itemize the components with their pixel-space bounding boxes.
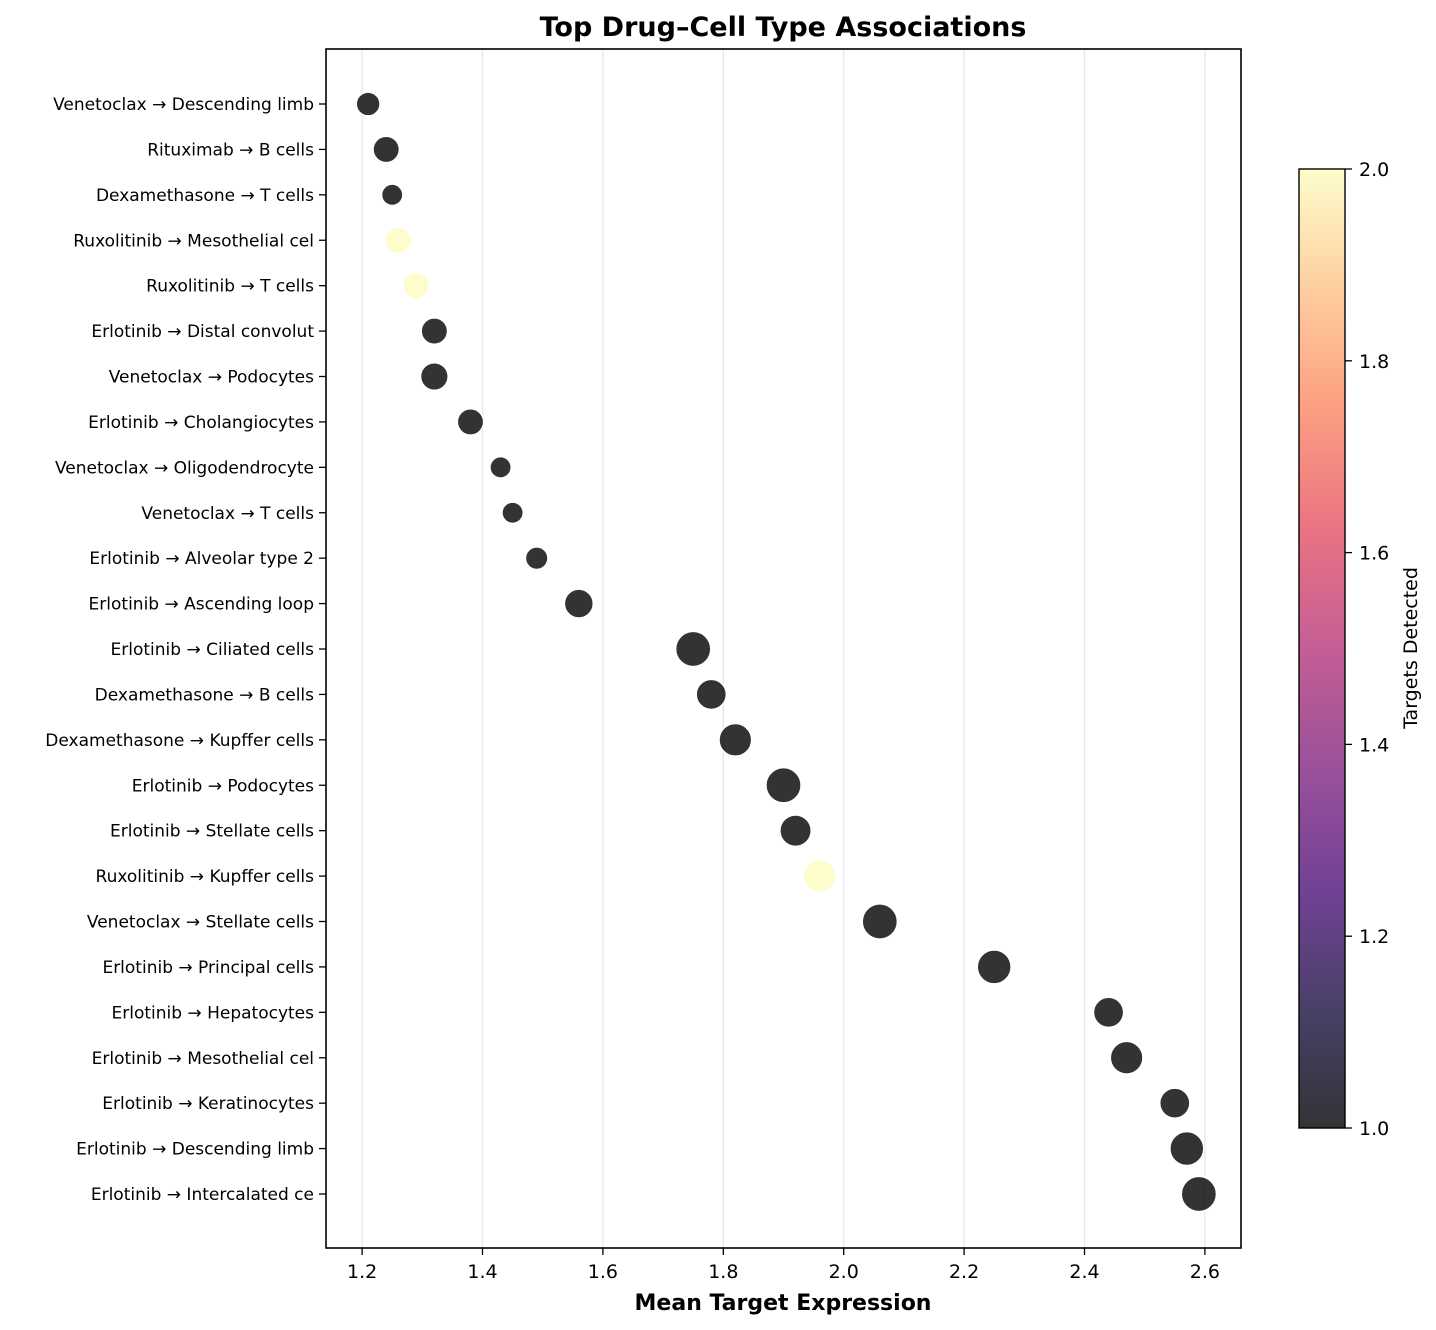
x-tick-label: 1.4 bbox=[467, 1261, 497, 1283]
y-tick-label: Rituximab → B cells bbox=[147, 140, 314, 160]
y-tick-label: Erlotinib → Hepatocytes bbox=[112, 1003, 315, 1023]
gridlines bbox=[361, 49, 1206, 1248]
colorbar-tick-label: 1.8 bbox=[1359, 351, 1389, 373]
x-tick-label: 1.8 bbox=[708, 1261, 738, 1283]
colorbar-tick-label: 1.2 bbox=[1359, 926, 1389, 948]
y-tick-label: Erlotinib → Alveolar type 2 bbox=[89, 549, 314, 569]
data-point bbox=[372, 135, 401, 164]
y-tick-label: Erlotinib → Podocytes bbox=[132, 776, 314, 796]
data-point bbox=[718, 722, 753, 758]
x-axis-ticks: 1.2 1.4 1.6 1.8 2.0 2.2 2.4 2.6 bbox=[347, 1248, 1220, 1283]
colorbar-fill bbox=[1299, 169, 1345, 1128]
y-tick-label: Ruxolitinib → Kupffer cells bbox=[96, 867, 315, 887]
y-tick-label: Erlotinib → Ascending loop bbox=[89, 595, 314, 615]
colorbar-tick-label: 2.0 bbox=[1359, 159, 1389, 181]
x-tick-label: 1.2 bbox=[347, 1261, 377, 1283]
data-point bbox=[976, 949, 1013, 985]
x-tick-label: 2.2 bbox=[949, 1261, 979, 1283]
data-point bbox=[420, 317, 449, 346]
y-tick-label: Venetoclax → Podocytes bbox=[109, 368, 314, 388]
y-tick-label: Ruxolitinib → Mesothelial cel bbox=[73, 231, 314, 251]
chart-title: Top Drug–Cell Type Associations bbox=[540, 12, 1027, 43]
y-tick-label: Dexamethasone → Kupffer cells bbox=[45, 731, 314, 751]
data-point bbox=[674, 630, 712, 668]
x-tick-label: 2.6 bbox=[1190, 1261, 1220, 1283]
data-points bbox=[355, 91, 1218, 1213]
data-point bbox=[384, 226, 413, 255]
data-point bbox=[380, 183, 404, 207]
data-point bbox=[861, 903, 899, 940]
data-point bbox=[419, 361, 450, 392]
data-point bbox=[402, 271, 431, 300]
colorbar-frame bbox=[1298, 168, 1346, 1129]
colorbar-ticks: 1.0 1.2 1.4 1.6 1.8 2.0 bbox=[1345, 159, 1389, 1140]
colorbar-tick-label: 1.4 bbox=[1359, 734, 1389, 756]
y-tick-label: Erlotinib → Stellate cells bbox=[110, 822, 314, 842]
y-tick-label: Dexamethasone → B cells bbox=[95, 685, 314, 705]
y-tick-label: Erlotinib → Ciliated cells bbox=[111, 640, 315, 660]
y-tick-label: Erlotinib → Distal convolut bbox=[91, 322, 314, 342]
y-tick-label: Erlotinib → Principal cells bbox=[102, 958, 314, 978]
data-point bbox=[1169, 1130, 1205, 1167]
x-tick-label: 2.4 bbox=[1069, 1261, 1099, 1283]
y-axis-ticks: Venetoclax → Descending limb Rituximab → … bbox=[45, 95, 326, 1205]
colorbar-tick-label: 1.0 bbox=[1359, 1118, 1389, 1140]
data-point bbox=[765, 766, 802, 804]
data-point bbox=[456, 407, 485, 436]
y-tick-label: Ruxolitinib → T cells bbox=[146, 277, 314, 297]
y-tick-label: Venetoclax → Stellate cells bbox=[87, 913, 314, 933]
y-tick-label: Erlotinib → Cholangiocytes bbox=[88, 413, 314, 433]
data-point bbox=[489, 455, 513, 479]
plot-frame bbox=[325, 48, 1242, 1249]
data-point bbox=[1180, 1175, 1218, 1213]
data-point bbox=[1109, 1040, 1144, 1075]
x-axis-label: Mean Target Expression bbox=[635, 1291, 932, 1316]
y-tick-label: Erlotinib → Mesothelial cel bbox=[92, 1049, 314, 1069]
colorbar-tick-label: 1.6 bbox=[1359, 543, 1389, 565]
data-point bbox=[355, 91, 381, 117]
y-tick-label: Venetoclax → Descending limb bbox=[53, 95, 314, 115]
data-point bbox=[802, 858, 837, 894]
y-tick-label: Erlotinib → Intercalated ce bbox=[91, 1185, 314, 1205]
data-point bbox=[524, 546, 549, 571]
data-point bbox=[1158, 1087, 1191, 1120]
y-tick-label: Venetoclax → Oligodendrocyte bbox=[55, 458, 314, 478]
colorbar-label: Targets Detected bbox=[1400, 567, 1422, 730]
data-point bbox=[778, 814, 813, 848]
y-tick-label: Erlotinib → Descending limb bbox=[76, 1140, 314, 1160]
data-point bbox=[501, 501, 525, 525]
y-tick-label: Dexamethasone → T cells bbox=[96, 186, 314, 206]
x-tick-label: 1.6 bbox=[588, 1261, 618, 1283]
y-tick-label: Erlotinib → Keratinocytes bbox=[102, 1094, 314, 1114]
y-tick-label: Venetoclax → T cells bbox=[141, 504, 314, 524]
data-point bbox=[563, 588, 595, 619]
x-tick-label: 2.0 bbox=[829, 1261, 859, 1283]
data-point bbox=[695, 678, 728, 711]
data-point bbox=[1092, 996, 1125, 1029]
